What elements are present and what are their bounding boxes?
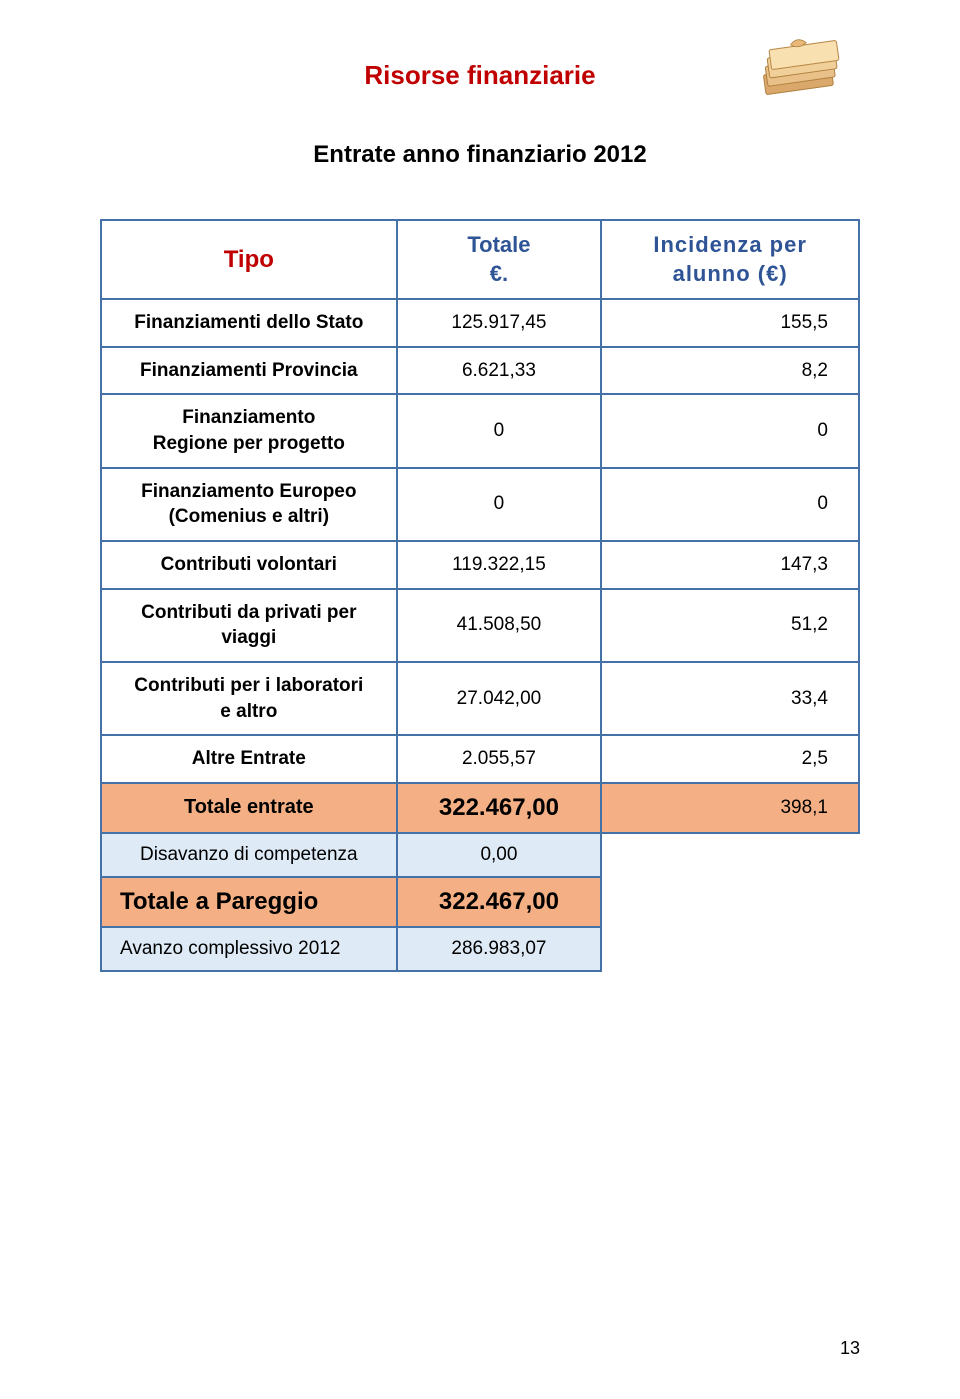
disavanzo-row: Disavanzo di competenza 0,00 — [101, 833, 859, 877]
row-label: Finanziamenti dello Stato — [101, 299, 397, 347]
entrate-table: Tipo Totale €. Incidenza per alunno (€) … — [100, 219, 860, 972]
row-incidenza: 155,5 — [601, 299, 859, 347]
column-header-totale: Totale €. — [397, 220, 602, 299]
row-incidenza: 0 — [601, 468, 859, 541]
totale-entrate-value: 322.467,00 — [397, 783, 602, 833]
row-label: Finanziamento Regione per progetto — [101, 394, 397, 467]
table-row: Finanziamento Regione per progetto 0 0 — [101, 394, 859, 467]
totale-entrate-incidenza: 398,1 — [601, 783, 859, 833]
row-value: 2.055,57 — [397, 735, 602, 783]
row-label: Finanziamento Europeo (Comenius e altri) — [101, 468, 397, 541]
pareggio-label: Totale a Pareggio — [101, 877, 397, 927]
header-row: Risorse finanziarie — [100, 60, 860, 91]
row-label: Finanziamenti Provincia — [101, 347, 397, 395]
page-number: 13 — [840, 1338, 860, 1359]
subtitle: Entrate anno finanziario 2012 — [100, 141, 860, 169]
avanzo-row: Avanzo complessivo 2012 286.983,07 — [101, 927, 859, 971]
row-label: Contributi per i laboratori e altro — [101, 662, 397, 735]
row-value: 6.621,33 — [397, 347, 602, 395]
column-header-tipo: Tipo — [101, 220, 397, 299]
row-value: 0 — [397, 394, 602, 467]
table-row: Contributi da privati per viaggi 41.508,… — [101, 589, 859, 662]
row-label: Contributi volontari — [101, 541, 397, 589]
row-value: 125.917,45 — [397, 299, 602, 347]
table-row: Contributi per i laboratori e altro 27.0… — [101, 662, 859, 735]
row-label: Contributi da privati per viaggi — [101, 589, 397, 662]
row-label: Altre Entrate — [101, 735, 397, 783]
pareggio-value: 322.467,00 — [397, 877, 602, 927]
empty-cell — [601, 833, 859, 877]
table-row: Finanziamento Europeo (Comenius e altri)… — [101, 468, 859, 541]
avanzo-value: 286.983,07 — [397, 927, 602, 971]
table-row: Altre Entrate 2.055,57 2,5 — [101, 735, 859, 783]
table-row: Finanziamenti dello Stato 125.917,45 155… — [101, 299, 859, 347]
empty-cell — [601, 927, 859, 971]
avanzo-label: Avanzo complessivo 2012 — [101, 927, 397, 971]
column-header-incidenza: Incidenza per alunno (€) — [601, 220, 859, 299]
disavanzo-label: Disavanzo di competenza — [101, 833, 397, 877]
table-row: Finanziamenti Provincia 6.621,33 8,2 — [101, 347, 859, 395]
row-incidenza: 147,3 — [601, 541, 859, 589]
row-value: 119.322,15 — [397, 541, 602, 589]
row-value: 0 — [397, 468, 602, 541]
row-value: 41.508,50 — [397, 589, 602, 662]
totale-entrate-row: Totale entrate 322.467,00 398,1 — [101, 783, 859, 833]
table-header-row: Tipo Totale €. Incidenza per alunno (€) — [101, 220, 859, 299]
row-incidenza: 8,2 — [601, 347, 859, 395]
row-incidenza: 0 — [601, 394, 859, 467]
row-incidenza: 51,2 — [601, 589, 859, 662]
row-value: 27.042,00 — [397, 662, 602, 735]
table-row: Contributi volontari 119.322,15 147,3 — [101, 541, 859, 589]
money-stack-icon — [750, 30, 840, 100]
row-incidenza: 33,4 — [601, 662, 859, 735]
page-title: Risorse finanziarie — [364, 60, 595, 91]
totale-entrate-label: Totale entrate — [101, 783, 397, 833]
disavanzo-value: 0,00 — [397, 833, 602, 877]
empty-cell — [601, 877, 859, 927]
row-incidenza: 2,5 — [601, 735, 859, 783]
pareggio-row: Totale a Pareggio 322.467,00 — [101, 877, 859, 927]
